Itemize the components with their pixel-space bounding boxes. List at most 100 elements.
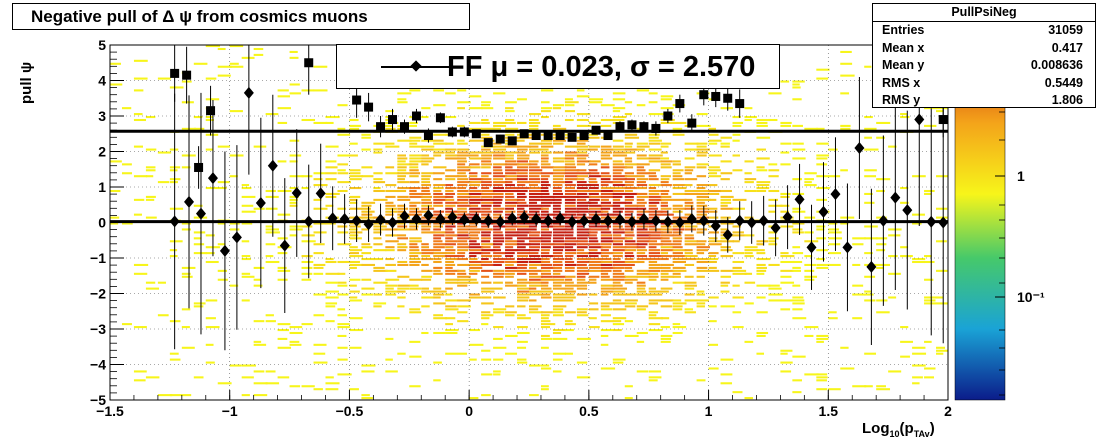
heatmap-cell	[624, 181, 635, 184]
heatmap-cell	[469, 278, 477, 281]
heatmap-cell	[397, 204, 406, 207]
heatmap-cell	[672, 178, 685, 181]
heatmap-cell	[624, 113, 633, 116]
heatmap-cell	[564, 204, 576, 207]
heatmap-cell	[277, 89, 289, 92]
heatmap-cell	[421, 305, 430, 308]
heatmap-cell	[469, 213, 479, 216]
heatmap-cell	[205, 77, 217, 80]
heatmap-cell	[576, 260, 590, 264]
heatmap-cell	[720, 305, 735, 308]
heatmap-cell	[756, 187, 770, 190]
heatmap-cell	[481, 136, 493, 139]
heatmap-cell	[672, 275, 681, 278]
heatmap-cell	[624, 302, 637, 305]
heatmap-cell	[157, 181, 170, 184]
heatmap-cell	[241, 56, 255, 59]
heatmap-cell	[481, 258, 489, 261]
heatmap-cell	[660, 263, 674, 266]
heatmap-cell	[433, 104, 446, 107]
heatmap-cell	[313, 343, 327, 346]
heatmap-cell	[529, 255, 541, 258]
heatmap-cell	[421, 201, 433, 204]
heatmap-cell	[612, 145, 624, 148]
heatmap-cell	[133, 326, 147, 329]
heatmap-cell	[552, 305, 567, 308]
heatmap-cell	[493, 311, 505, 314]
mean-diamond-marker	[638, 212, 649, 225]
heatmap-cell	[588, 163, 598, 166]
heatmap-cell	[816, 175, 830, 178]
y-tick-label: 0	[98, 215, 106, 231]
heatmap-cell	[564, 145, 578, 148]
heatmap-cell	[828, 175, 841, 178]
heatmap-cell	[684, 213, 693, 216]
heatmap-cell	[529, 246, 540, 249]
heatmap-cell	[636, 187, 648, 190]
heatmap-cell	[612, 231, 625, 234]
heatmap-cell	[576, 376, 591, 379]
heatmap-cell	[552, 269, 563, 272]
rms-square-marker	[639, 122, 649, 132]
heatmap-cell	[708, 139, 722, 142]
heatmap-cell	[624, 243, 639, 246]
heatmap-cell	[289, 83, 300, 86]
heatmap-cell	[864, 116, 873, 119]
heatmap-cell	[744, 340, 754, 343]
heatmap-cell	[636, 154, 647, 157]
heatmap-cell	[684, 281, 697, 284]
heatmap-cell	[612, 255, 623, 258]
heatmap-cell	[337, 231, 349, 234]
heatmap-cell	[624, 207, 638, 210]
heatmap-cell	[469, 293, 480, 296]
heatmap-cell	[337, 163, 348, 166]
heatmap-cell	[481, 237, 491, 240]
heatmap-cell	[684, 198, 693, 201]
heatmap-cell	[696, 275, 705, 278]
heatmap-cell	[361, 370, 375, 373]
heatmap-cell	[804, 181, 812, 184]
heatmap-cell	[648, 275, 659, 278]
heatmap-cell	[708, 296, 719, 299]
heatmap-cell	[792, 86, 801, 89]
heatmap-cell	[409, 237, 422, 240]
heatmap-cell	[576, 246, 588, 249]
heatmap-cell	[229, 62, 239, 65]
heatmap-cell	[576, 192, 588, 195]
heatmap-cell	[349, 249, 363, 252]
heatmap-cell	[612, 258, 621, 261]
mean-diamond-marker	[207, 172, 218, 185]
heatmap-cell	[517, 210, 528, 213]
heatmap-cell	[469, 249, 481, 252]
heatmap-cell	[816, 228, 825, 231]
mean-diamond-marker	[423, 209, 434, 222]
heatmap-cell	[529, 305, 542, 308]
heatmap-cell	[397, 101, 408, 104]
heatmap-cell	[552, 337, 568, 340]
rms-square-marker	[447, 127, 457, 137]
heatmap-cell	[864, 275, 876, 278]
heatmap-cell	[576, 124, 591, 127]
heatmap-cell	[588, 178, 597, 181]
heatmap-cell	[552, 284, 562, 287]
heatmap-cell	[529, 148, 542, 151]
heatmap-cell	[552, 151, 564, 154]
heatmap-cell	[493, 296, 506, 299]
heatmap-cell	[301, 385, 315, 388]
heatmap-cell	[313, 272, 324, 275]
heatmap-cell	[600, 287, 615, 290]
heatmap-cell	[229, 110, 243, 113]
heatmap-cell	[409, 228, 419, 231]
heatmap-cell	[624, 136, 640, 139]
heatmap-cell	[433, 225, 444, 228]
heatmap-cell	[505, 195, 515, 198]
heatmap-cell	[421, 331, 429, 335]
heatmap-cell	[564, 160, 575, 163]
heatmap-cell	[493, 358, 504, 361]
heatmap-cell	[517, 175, 528, 178]
heatmap-cell	[241, 195, 256, 198]
heatmap-cell	[744, 178, 757, 181]
heatmap-cell	[732, 260, 745, 264]
heatmap-cell	[217, 269, 227, 272]
heatmap-cell	[205, 317, 216, 320]
